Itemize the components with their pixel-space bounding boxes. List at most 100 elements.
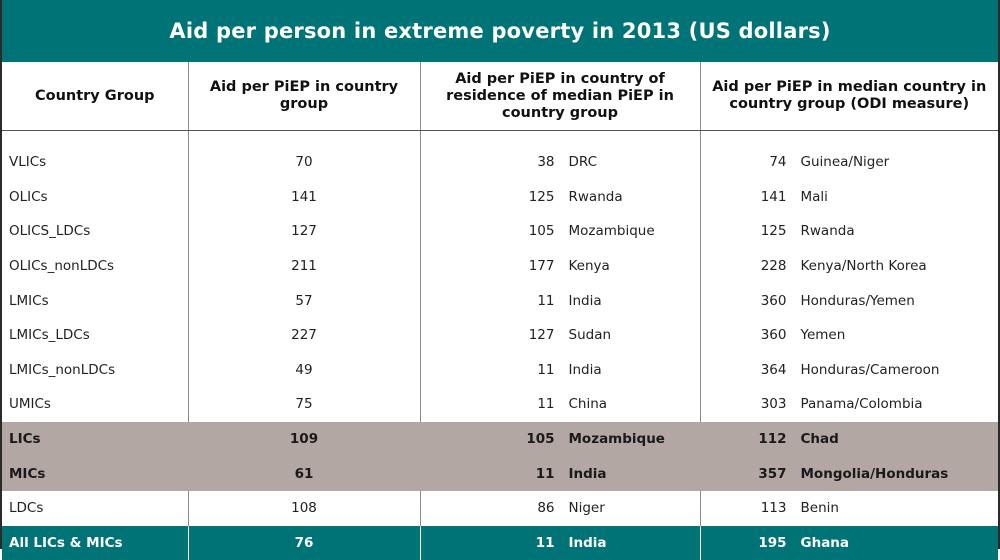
residence-country: Kenya [555,258,610,274]
cell-aid-group: 57 [188,283,420,318]
cell-country-group: OLICS_LDCs [2,214,188,249]
table-title: Aid per person in extreme poverty in 201… [2,0,998,62]
median-value: 113 [701,500,787,516]
header-aid-median-residence: Aid per PiEP in country of residence of … [420,62,700,131]
residence-value: 11 [421,535,555,551]
residence-value: 127 [421,327,555,343]
residence-value: 86 [421,500,555,516]
median-value: 360 [701,327,787,343]
header-aid-group: Aid per PiEP in country group [188,62,420,131]
median-country: Rwanda [787,223,855,239]
cell-country-group: OLICs [2,180,188,215]
residence-country: DRC [555,154,598,170]
header-aid-median-country: Aid per PiEP in median country in countr… [700,62,998,131]
residence-country: Mozambique [555,223,655,239]
median-value: 112 [701,431,787,447]
median-country: Kenya/North Korea [787,258,927,274]
header-row: Country Group Aid per PiEP in country gr… [2,62,998,131]
residence-value: 11 [421,362,555,378]
cell-aid-group: 108 [188,491,420,526]
residence-country: Sudan [555,327,612,343]
residence-country: India [555,535,607,551]
residence-country: India [555,466,607,482]
residence-value: 11 [421,466,555,482]
residence-value: 105 [421,223,555,239]
cell-country-group: MICs [2,456,188,491]
residence-country: India [555,293,602,309]
median-country: Benin [787,500,839,516]
median-value: 303 [701,396,787,412]
cell-country-group: LMICs [2,283,188,318]
cell-aid-group: 227 [188,318,420,353]
residence-value: 11 [421,293,555,309]
median-country: Panama/Colombia [787,396,923,412]
residence-country: Rwanda [555,189,623,205]
residence-country: Niger [555,500,605,516]
median-value: 357 [701,466,787,482]
header-country-group: Country Group [2,62,188,131]
residence-value: 105 [421,431,555,447]
cell-aid-group: 76 [188,526,420,560]
median-country: Guinea/Niger [787,154,890,170]
median-country: Honduras/Cameroon [787,362,940,378]
spacer-row [2,131,998,146]
cell-country-group: UMICs [2,387,188,422]
cell-country-group: VLICs [2,145,188,180]
cell-aid-group: 70 [188,145,420,180]
residence-value: 38 [421,154,555,170]
cell-aid-group: 141 [188,180,420,215]
median-country: Ghana [787,535,850,551]
cell-country-group: All LICs & MICs [2,526,188,560]
cell-aid-group: 61 [188,456,420,491]
cell-country-group: OLICs_nonLDCs [2,249,188,284]
cell-aid-group: 75 [188,387,420,422]
median-value: 360 [701,293,787,309]
cell-aid-group: 211 [188,249,420,284]
median-value: 364 [701,362,787,378]
median-country: Honduras/Yemen [787,293,915,309]
median-value: 141 [701,189,787,205]
median-value: 74 [701,154,787,170]
residence-country: China [555,396,608,412]
cell-country-group: LMICs_nonLDCs [2,353,188,388]
residence-country: Mozambique [555,431,665,447]
cell-aid-group: 49 [188,353,420,388]
median-value: 125 [701,223,787,239]
median-country: Mali [787,189,828,205]
cell-country-group: LDCs [2,491,188,526]
cell-aid-group: 109 [188,422,420,457]
median-value: 195 [701,535,787,551]
residence-value: 11 [421,396,555,412]
